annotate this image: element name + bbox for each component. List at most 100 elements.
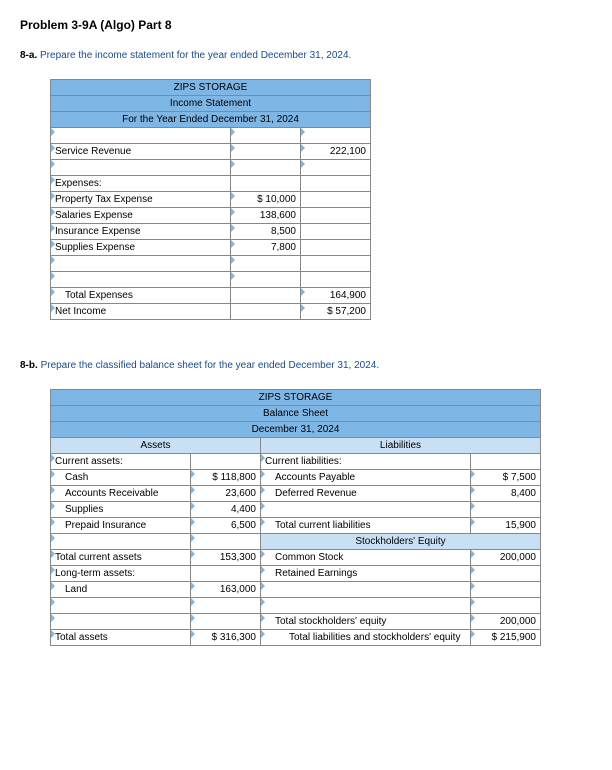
blank-cell[interactable] [471,598,541,614]
net-income-label[interactable]: Net Income [51,304,231,320]
dr-label[interactable]: Deferred Revenue [261,486,471,502]
cash-label[interactable]: Cash [51,470,191,486]
total-expenses-label[interactable]: Total Expenses [51,288,231,304]
service-revenue-value[interactable]: 222,100 [301,144,371,160]
blank-cell[interactable] [51,534,191,550]
blank-cell [471,454,541,470]
blank-cell [231,176,301,192]
blank-cell[interactable] [191,534,261,550]
tse-label[interactable]: Total stockholders' equity [261,614,471,630]
blank-cell [301,208,371,224]
blank-cell[interactable] [231,256,301,272]
assets-heading: Assets [51,438,261,454]
total-expenses-value[interactable]: 164,900 [301,288,371,304]
blank-cell[interactable] [301,128,371,144]
blank-cell[interactable] [51,614,191,630]
prop-tax-label[interactable]: Property Tax Expense [51,192,231,208]
dr-value[interactable]: 8,400 [471,486,541,502]
bs-statement: Balance Sheet [51,406,541,422]
blank-cell[interactable] [261,598,471,614]
blank-cell[interactable] [231,128,301,144]
lta-label[interactable]: Long-term assets: [51,566,191,582]
insurance-label[interactable]: Insurance Expense [51,224,231,240]
tlse-value[interactable]: $ 215,900 [471,630,541,646]
tcl-label[interactable]: Total current liabilities [261,518,471,534]
supplies-exp-label[interactable]: Supplies Expense [51,240,231,256]
part-a-text: Prepare the income statement for the yea… [40,50,351,61]
bs-company: ZIPS STORAGE [51,390,541,406]
cash-value[interactable]: $ 118,800 [191,470,261,486]
expenses-heading[interactable]: Expenses: [51,176,231,192]
balance-sheet-table: ZIPS STORAGE Balance Sheet December 31, … [50,389,541,646]
ap-label[interactable]: Accounts Payable [261,470,471,486]
income-statement-table: ZIPS STORAGE Income Statement For the Ye… [50,79,371,320]
blank-cell[interactable] [51,272,231,288]
tcl-value[interactable]: 15,900 [471,518,541,534]
is-statement: Income Statement [51,96,371,112]
liabilities-heading: Liabilities [261,438,541,454]
blank-cell[interactable] [231,272,301,288]
blank-cell [191,566,261,582]
blank-cell [191,454,261,470]
land-value[interactable]: 163,000 [191,582,261,598]
blank-cell [231,304,301,320]
prepaid-ins-label[interactable]: Prepaid Insurance [51,518,191,534]
blank-cell [301,224,371,240]
net-income-value[interactable]: $ 57,200 [301,304,371,320]
blank-cell[interactable] [301,160,371,176]
blank-cell [301,192,371,208]
part-a-instruction: 8-a. Prepare the income statement for th… [20,50,592,61]
blank-cell[interactable] [231,160,301,176]
blank-cell[interactable] [51,598,191,614]
ta-label[interactable]: Total assets [51,630,191,646]
blank-cell [301,240,371,256]
ap-value[interactable]: $ 7,500 [471,470,541,486]
part-b-text: Prepare the classified balance sheet for… [41,360,380,371]
blank-cell[interactable] [51,128,231,144]
tse-value[interactable]: 200,000 [471,614,541,630]
common-stock-value[interactable]: 200,000 [471,550,541,566]
blank-cell[interactable] [51,256,231,272]
tca-label[interactable]: Total current assets [51,550,191,566]
blank-cell[interactable] [261,502,471,518]
supplies-value[interactable]: 4,400 [191,502,261,518]
blank-cell[interactable] [471,582,541,598]
blank-cell[interactable] [191,614,261,630]
bs-period: December 31, 2024 [51,422,541,438]
prepaid-ins-value[interactable]: 6,500 [191,518,261,534]
part-b-instruction: 8-b. Prepare the classified balance shee… [20,360,592,371]
supplies-label[interactable]: Supplies [51,502,191,518]
salaries-value[interactable]: 138,600 [231,208,301,224]
part-a-tag: 8-a. [20,50,37,61]
salaries-label[interactable]: Salaries Expense [51,208,231,224]
blank-cell[interactable] [261,582,471,598]
blank-cell[interactable] [51,160,231,176]
part-b-tag: 8-b. [20,360,38,371]
prop-tax-value[interactable]: $ 10,000 [231,192,301,208]
ar-label[interactable]: Accounts Receivable [51,486,191,502]
blank-cell [301,272,371,288]
common-stock-label[interactable]: Common Stock [261,550,471,566]
service-revenue-label[interactable]: Service Revenue [51,144,231,160]
tlse-label[interactable]: Total liabilities and stockholders' equi… [261,630,471,646]
current-assets-label[interactable]: Current assets: [51,454,191,470]
ta-value[interactable]: $ 316,300 [191,630,261,646]
blank-cell [231,288,301,304]
insurance-value[interactable]: 8,500 [231,224,301,240]
blank-cell[interactable] [471,502,541,518]
land-label[interactable]: Land [51,582,191,598]
current-liab-label[interactable]: Current liabilities: [261,454,471,470]
blank-cell[interactable] [191,598,261,614]
tca-value[interactable]: 153,300 [191,550,261,566]
ar-value[interactable]: 23,600 [191,486,261,502]
supplies-exp-value[interactable]: 7,800 [231,240,301,256]
re-label[interactable]: Retained Earnings [261,566,471,582]
blank-cell[interactable] [231,144,301,160]
problem-title: Problem 3-9A (Algo) Part 8 [20,18,592,32]
blank-cell [301,256,371,272]
is-period: For the Year Ended December 31, 2024 [51,112,371,128]
is-company: ZIPS STORAGE [51,80,371,96]
stockholders-equity-heading: Stockholders' Equity [261,534,541,550]
re-value[interactable] [471,566,541,582]
blank-cell [301,176,371,192]
